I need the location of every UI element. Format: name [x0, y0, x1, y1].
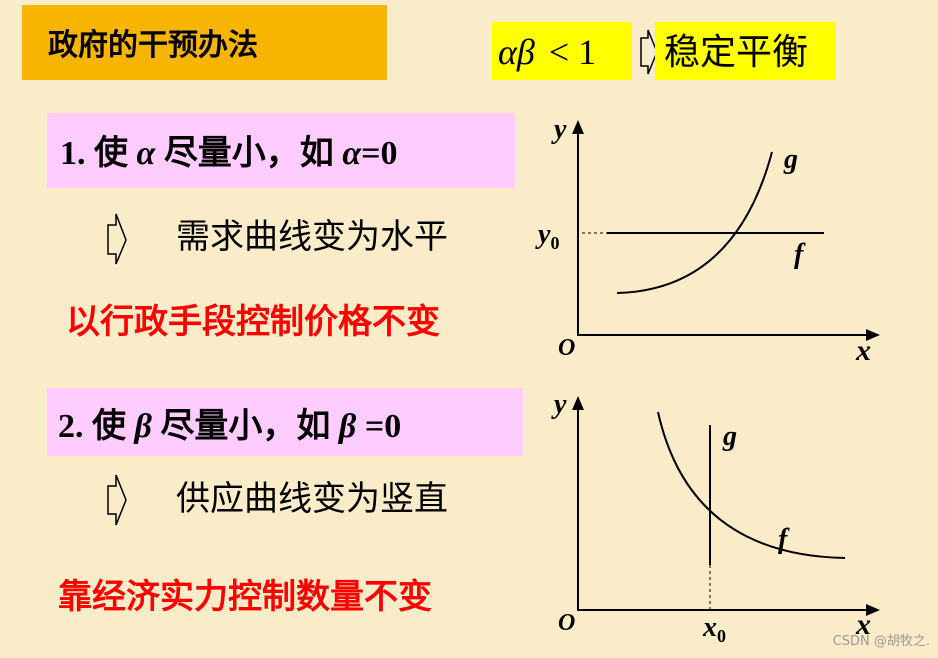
statement-box — [47, 113, 515, 188]
text: 尽量小，如 — [155, 134, 342, 172]
g-label: g — [722, 421, 737, 452]
base: x — [702, 612, 717, 643]
origin-label: O — [558, 335, 575, 361]
axes — [577, 124, 876, 336]
level-label: x0 — [702, 612, 726, 646]
statement-box — [47, 388, 523, 456]
condition: αβ < 1 — [498, 32, 596, 72]
arrowhead — [866, 604, 880, 616]
formula: αβ — [498, 32, 535, 72]
result-box — [655, 22, 836, 80]
title: 政府的干预办法 — [48, 28, 258, 63]
arrowhead — [572, 396, 584, 410]
curve-g — [616, 151, 773, 294]
base: y — [535, 219, 551, 250]
g-label: g — [783, 144, 798, 175]
text: =0 — [356, 408, 401, 445]
f-label: f — [794, 239, 806, 270]
x-label: x — [855, 608, 871, 641]
y-label: y — [551, 114, 567, 145]
symbol: β — [337, 408, 357, 445]
policy: 以行政手段控制价格不变 — [66, 302, 440, 342]
result: 稳定平衡 — [664, 32, 808, 72]
relation: < 1 — [549, 32, 596, 72]
text: =0 — [361, 135, 397, 172]
sub: 0 — [550, 233, 559, 253]
curve-f — [657, 411, 846, 559]
arrow — [107, 474, 127, 526]
x-label: x — [855, 334, 871, 367]
f-label: f — [778, 524, 790, 555]
symbol: α — [137, 135, 157, 172]
diagram: y g f y0 O x — [535, 114, 880, 367]
level-label: y0 — [535, 219, 559, 253]
arrowhead — [572, 120, 584, 134]
arrow — [640, 29, 658, 75]
condition-box — [492, 22, 632, 80]
diagram: y g f x0 O x — [551, 389, 880, 646]
text: 2. 使 — [58, 407, 135, 445]
symbol: β — [133, 408, 153, 445]
axes — [577, 400, 876, 611]
effect: 需求曲线变为水平 — [176, 218, 448, 256]
symbol: α — [342, 135, 362, 172]
arrow — [107, 213, 127, 265]
policy: 靠经济实力控制数量不变 — [58, 577, 432, 617]
title-box — [22, 5, 387, 80]
sub: 0 — [717, 626, 726, 646]
origin-label: O — [558, 610, 575, 636]
y-label: y — [551, 389, 567, 420]
arrowhead — [866, 329, 880, 341]
statement: 1. 使 α 尽量小，如 α=0 — [60, 134, 398, 172]
statement: 2. 使 β 尽量小，如 β =0 — [58, 407, 401, 445]
text: 1. 使 — [60, 134, 137, 172]
text: 尽量小，如 — [152, 407, 339, 445]
effect: 供应曲线变为竖直 — [176, 480, 448, 518]
watermark: CSDN @胡牧之. — [833, 634, 930, 649]
